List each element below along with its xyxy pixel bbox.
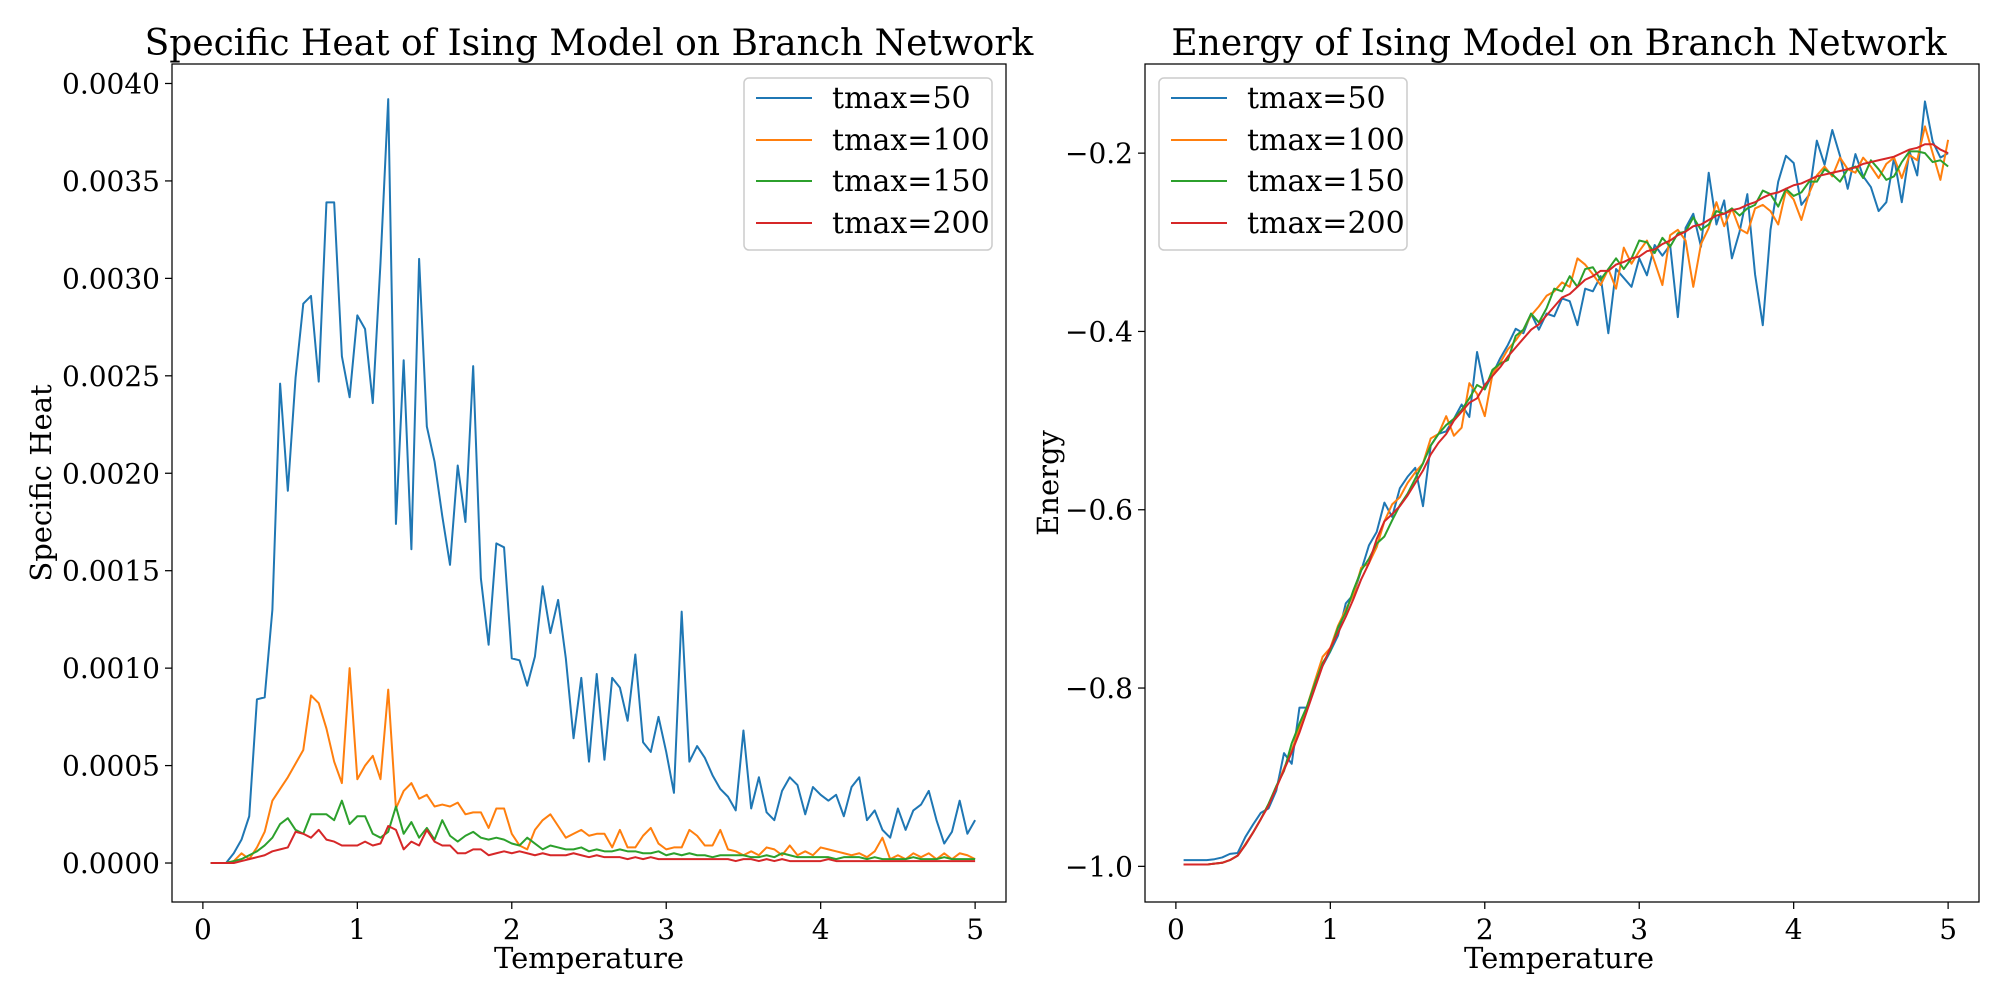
specific-heat-x-tick-label: 5 [966,913,984,946]
legend-label-tmax-150: tmax=150 [832,164,990,199]
energy-y-tick-label: −1.0 [1065,850,1133,883]
energy-y-ticks: −1.0 −0.8 −0.6 −0.4 −0.2 [1065,137,1145,883]
energy-series-lines [1183,100,1950,866]
specific-heat-title: Specific Heat of Ising Model on Branch N… [145,23,1035,64]
energy-y-axis-label: Energy [1031,429,1065,535]
legend-label-tmax-100: tmax=100 [832,123,990,158]
specific-heat-x-axis-label: Temperature [494,941,684,975]
energy-x-tick-label: 3 [1630,913,1648,946]
energy-series-line-tmax-200 [1183,143,1949,866]
legend-label-tmax-200: tmax=200 [1247,206,1405,241]
energy-legend-box [1158,77,1408,251]
specific-heat-y-tick-label: 0.0010 [62,652,160,685]
energy-axes-frame [1144,63,1980,903]
specific-heat-y-tick-label: 0.0005 [62,750,160,783]
specific-heat-y-tick-label: 0.0030 [62,262,160,295]
specific-heat-x-tick-label: 0 [194,913,212,946]
energy-chart: Energy of Ising Model on Branch Network … [1031,23,1980,975]
legend-label-tmax-100: tmax=100 [1247,123,1405,158]
specific-heat-chart: Specific Heat of Ising Model on Branch N… [24,23,1035,975]
specific-heat-series-lines [210,98,976,865]
energy-x-tick-label: 4 [1785,913,1803,946]
specific-heat-y-axis-label: Specific Heat [24,384,58,582]
specific-heat-series-line-tmax-50 [210,98,976,865]
energy-title: Energy of Ising Model on Branch Network [1171,23,1947,64]
specific-heat-x-tick-label: 3 [657,913,675,946]
specific-heat-y-tick-label: 0.0025 [62,360,160,393]
energy-x-ticks: 0 1 2 3 4 5 [1167,902,1957,946]
legend-label-tmax-150: tmax=150 [1247,164,1405,199]
legend-label-tmax-50: tmax=50 [832,81,971,116]
energy-y-tick-label: −0.4 [1065,315,1133,348]
energy-y-tick-label: −0.6 [1065,494,1133,527]
energy-x-tick-label: 2 [1476,913,1494,946]
energy-y-tick-label: −0.2 [1065,137,1133,170]
energy-x-tick-label: 1 [1321,913,1339,946]
energy-x-axis-label: Temperature [1464,941,1654,975]
specific-heat-series-line-tmax-200 [210,825,976,865]
specific-heat-x-tick-label: 4 [812,913,830,946]
energy-x-tick-label: 5 [1939,913,1957,946]
legend-label-tmax-50: tmax=50 [1247,81,1386,116]
energy-y-tick-label: −0.8 [1065,672,1133,705]
specific-heat-legend-box [743,77,993,251]
specific-heat-y-tick-label: 0.0035 [62,165,160,198]
specific-heat-series-line-tmax-100 [210,667,976,865]
specific-heat-x-tick-label: 1 [348,913,366,946]
energy-legend: tmax=50 tmax=100 tmax=150 tmax=200 [1158,77,1408,251]
specific-heat-y-tick-label: 0.0015 [62,555,160,588]
specific-heat-legend: tmax=50 tmax=100 tmax=150 tmax=200 [743,77,993,251]
specific-heat-y-tick-label: 0.0020 [62,457,160,490]
specific-heat-x-ticks: 0 1 2 3 4 5 [194,902,984,946]
specific-heat-y-tick-label: 0.0000 [62,847,160,880]
legend-label-tmax-200: tmax=200 [832,206,990,241]
specific-heat-x-tick-label: 2 [503,913,521,946]
specific-heat-y-tick-label: 0.0040 [62,67,160,100]
specific-heat-y-ticks: 0.0000 0.0005 0.0010 0.0015 0.0020 0.0025 0.00… [62,67,172,880]
specific-heat-series-line-tmax-150 [210,799,976,865]
energy-x-tick-label: 0 [1167,913,1185,946]
specific-heat-axes-frame [171,63,1007,903]
